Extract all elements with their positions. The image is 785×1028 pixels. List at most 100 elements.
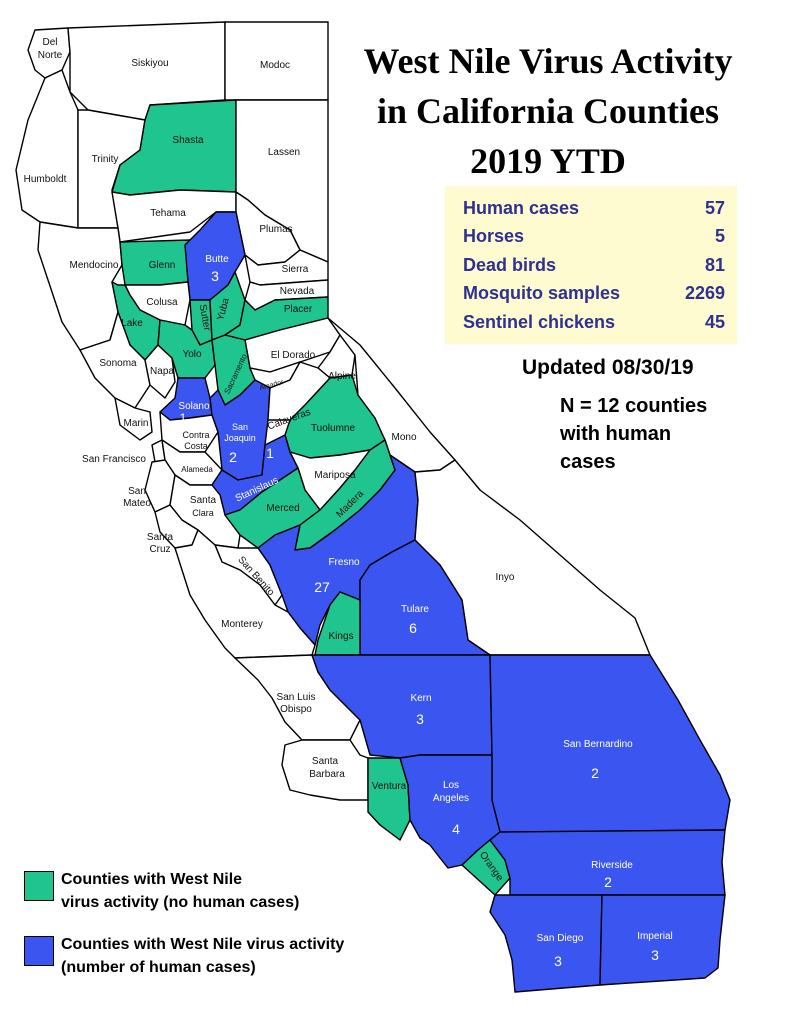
label-san-joaquin-1: San (232, 422, 248, 432)
label-kern: Kern (410, 693, 431, 704)
label-inyo: Inyo (496, 572, 515, 583)
cases-riverside: 2 (604, 874, 612, 890)
cases-imperial: 3 (651, 947, 659, 963)
label-mendocino: Mendocino (70, 260, 119, 271)
cases-tulare: 6 (409, 620, 417, 636)
stat-label: Mosquito samples (463, 283, 621, 304)
label-tehama: Tehama (150, 208, 186, 219)
legend-blue-line-2: (number of human cases) (61, 959, 256, 976)
label-el-dorado: El Dorado (271, 350, 316, 361)
label-san-bernardino: San Bernardino (563, 739, 633, 750)
legend-green: Counties with West Nile virus activity (… (24, 868, 421, 914)
legend-swatch-green (24, 871, 54, 901)
stat-value: 45 (704, 311, 725, 332)
cases-butte: 3 (211, 268, 219, 284)
label-san-mateo-1: San (128, 486, 146, 497)
count-line-1: N = 12 counties (560, 392, 707, 420)
cases-stanislaus: 1 (266, 445, 274, 461)
label-colusa: Colusa (146, 297, 178, 308)
count-suffix: counties (625, 395, 708, 417)
label-san-mateo-2: Mateo (123, 498, 151, 509)
label-san-francisco: San Francisco (82, 454, 146, 465)
label-contra-costa-2: Costa (184, 441, 208, 451)
stat-label: Sentinel chickens (463, 311, 616, 332)
label-los-angeles-1: Los (443, 780, 459, 791)
label-kings: Kings (328, 631, 353, 642)
label-contra-costa-1: Contra (182, 430, 209, 440)
label-yolo: Yolo (182, 349, 202, 360)
label-santa-barbara-1: Santa (312, 756, 339, 767)
label-shasta: Shasta (172, 135, 204, 146)
stat-value: 81 (704, 254, 725, 275)
label-plumas: Plumas (259, 224, 292, 235)
label-santa-barbara-2: Barbara (309, 769, 345, 780)
label-mariposa: Mariposa (314, 470, 356, 481)
stat-label: Dead birds (463, 254, 557, 275)
label-santa-clara-1: Santa (190, 495, 217, 506)
county-imperial[interactable] (599, 894, 726, 986)
label-merced: Merced (266, 503, 299, 514)
statistics-panel: Human cases 57 Horses 5 Dead birds 81 Mo… (445, 186, 737, 344)
legend-green-line-2: virus activity (no human cases) (61, 894, 300, 911)
stat-label: Human cases (463, 197, 580, 218)
label-san-luis-obispo-1: San Luis (277, 692, 316, 703)
label-mono: Mono (391, 432, 416, 443)
label-tuolumne: Tuolumne (311, 423, 356, 434)
label-santa-cruz-1: Santa (147, 532, 174, 543)
stat-value: 2269 (684, 283, 725, 304)
cases-san-joaquin: 2 (229, 449, 237, 465)
stat-horses: Horses 5 (445, 223, 737, 252)
label-del-norte-1: Del (42, 37, 57, 48)
county-monterey[interactable] (174, 529, 316, 659)
count-line-3: cases (560, 451, 616, 473)
updated-label: Updated (522, 356, 606, 379)
label-sierra: Sierra (282, 264, 309, 275)
legend-green-line-1: Counties with West Nile (61, 871, 243, 888)
label-alameda: Alameda (181, 465, 213, 474)
label-marin: Marin (123, 418, 148, 429)
title-line-2: in California Counties (376, 91, 720, 131)
stat-value: 5 (714, 226, 725, 247)
label-glenn: Glenn (149, 260, 176, 271)
county-humboldt[interactable] (15, 69, 79, 229)
legend-blue-line-1: Counties with West Nile virus activity (61, 936, 345, 953)
label-butte: Butte (205, 254, 229, 265)
label-modoc: Modoc (260, 60, 290, 71)
stat-human-cases: Human cases 57 (445, 194, 737, 223)
label-siskiyou: Siskiyou (131, 58, 168, 69)
label-santa-cruz-2: Cruz (149, 544, 170, 555)
label-alpine: Alpine (328, 371, 356, 382)
stat-value: 57 (704, 197, 725, 218)
county-mendocino[interactable] (37, 221, 123, 351)
county-marin[interactable] (114, 397, 153, 441)
label-tulare: Tulare (401, 604, 429, 615)
label-ventura: Ventura (372, 781, 407, 792)
county-san-diego[interactable] (489, 894, 603, 993)
count-value: 12 (597, 395, 620, 417)
stat-sentinel-chickens: Sentinel chickens 45 (445, 308, 737, 337)
label-humboldt: Humboldt (24, 174, 67, 185)
label-fresno: Fresno (328, 557, 360, 568)
cases-san-bernardino: 2 (591, 765, 599, 781)
legend-swatch-blue (24, 936, 54, 966)
stat-dead-birds: Dead birds 81 (445, 251, 737, 280)
updated-date: Updated 08/30/19 (522, 356, 694, 380)
stat-label: Horses (463, 226, 525, 247)
count-line-2: with human (560, 423, 672, 445)
label-riverside: Riverside (591, 860, 633, 871)
label-sutter: Sutter (197, 303, 213, 332)
label-del-norte-2: Norte (38, 50, 63, 61)
legend-blue: Counties with West Nile virus activity (… (24, 933, 421, 979)
label-monterey: Monterey (221, 619, 263, 630)
county-count-note: N = 12 counties with human cases (560, 392, 707, 476)
label-san-luis-obispo-2: Obispo (280, 704, 312, 715)
cases-kern: 3 (416, 711, 424, 727)
label-lassen: Lassen (268, 147, 300, 158)
label-los-angeles-2: Angeles (433, 793, 469, 804)
label-san-joaquin-2: Joaquin (224, 433, 256, 443)
label-nevada: Nevada (280, 286, 315, 297)
label-lake: Lake (121, 318, 143, 329)
title-line-3: 2019 YTD (470, 141, 626, 181)
label-sonoma: Sonoma (99, 358, 137, 369)
label-trinity: Trinity (92, 154, 119, 165)
